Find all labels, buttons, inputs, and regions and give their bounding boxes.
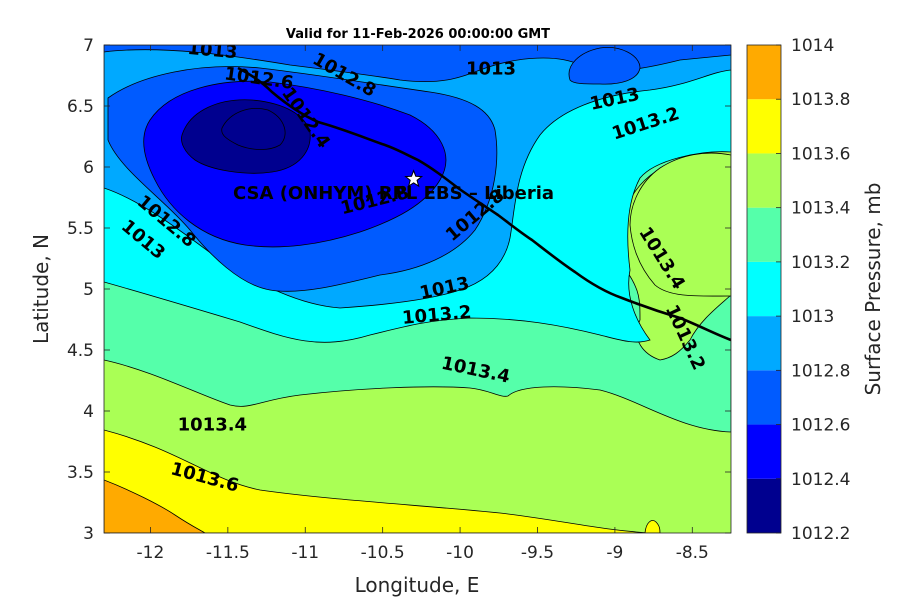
y-axis-label: Latitude, N — [29, 234, 53, 344]
x-tick-label: -10 — [446, 543, 474, 563]
colorbar-tick-label: 1013.6 — [791, 144, 850, 164]
x-tick-label: -8.5 — [676, 543, 709, 563]
contour-fill-1012-6-northeast — [568, 47, 641, 85]
x-tick-label: -9.5 — [521, 543, 554, 563]
colorbar-label: Surface Pressure, mb — [861, 183, 885, 396]
x-tick-label: -12 — [137, 543, 165, 563]
x-axis-ticks: -12 -11.5 -11 -10.5 -10 -9.5 -9 -8.5 — [137, 45, 709, 563]
contour-label: 1013.4 — [178, 415, 247, 436]
coastline — [237, 66, 731, 342]
y-tick-label: 5 — [83, 280, 94, 300]
colorbar-swatch — [747, 370, 781, 425]
y-tick-label: 3.5 — [67, 463, 94, 483]
colorbar-swatch — [747, 261, 781, 317]
colorbar-tick-label: 1013.8 — [791, 90, 850, 110]
y-tick-label: 7 — [83, 36, 94, 56]
contour-fill-1013-8 — [104, 479, 206, 533]
y-axis-ticks: 3 3.5 4 4.5 5 5.5 6 6.5 7 — [67, 36, 731, 544]
colorbar-swatch — [747, 424, 781, 479]
x-tick-label: -11 — [291, 543, 319, 563]
contour-fill-1013-6-south — [644, 520, 661, 533]
colorbar-swatch — [747, 153, 781, 208]
x-axis-label: Longitude, E — [355, 573, 480, 597]
y-tick-label: 5.5 — [67, 219, 94, 239]
colorbar-tick-label: 1013.2 — [791, 253, 850, 273]
y-tick-label: 4 — [83, 402, 94, 422]
colorbar-tick-label: 1012.2 — [791, 524, 850, 544]
contour-fill-1013-4-east — [629, 152, 731, 297]
contour-fill-1012-2-inner — [221, 108, 286, 150]
colorbar-swatch — [747, 478, 781, 533]
y-tick-label: 6 — [83, 158, 94, 178]
colorbar: 1012.2 1012.4 1012.6 1012.8 1013 1013.2 1013.4… — [746, 36, 850, 544]
contour-fill-1013-6 — [104, 429, 651, 533]
station-star-marker — [404, 169, 424, 188]
x-tick-label: -10.5 — [361, 543, 405, 563]
station-label: CSA (ONHYM) RPL EBS – Liberia — [233, 183, 554, 204]
colorbar-swatch — [747, 45, 781, 100]
y-tick-label: 6.5 — [67, 97, 94, 117]
colorbar-tick-label: 1012.4 — [791, 470, 850, 490]
colorbar-swatch — [747, 207, 781, 262]
colorbar-tick-label: 1012.6 — [791, 416, 850, 436]
colorbar-tick-label: 1013 — [791, 307, 834, 327]
contour-label: 1013 — [187, 38, 239, 63]
y-tick-label: 4.5 — [67, 341, 94, 361]
contour-label: 1013 — [466, 58, 516, 79]
chart-title: Valid for 11-Feb-2026 00:00:00 GMT — [286, 27, 550, 42]
x-tick-label: -11.5 — [206, 543, 250, 563]
colorbar-frame — [746, 44, 782, 534]
colorbar-swatch — [747, 316, 781, 371]
colorbar-tick-label: 1012.8 — [791, 361, 850, 381]
x-tick-label: -9 — [606, 543, 623, 563]
colorbar-tick-label: 1013.4 — [791, 199, 850, 219]
colorbar-tick-label: 1014 — [791, 36, 834, 56]
colorbar-swatch — [747, 99, 781, 154]
y-tick-label: 3 — [83, 524, 94, 544]
